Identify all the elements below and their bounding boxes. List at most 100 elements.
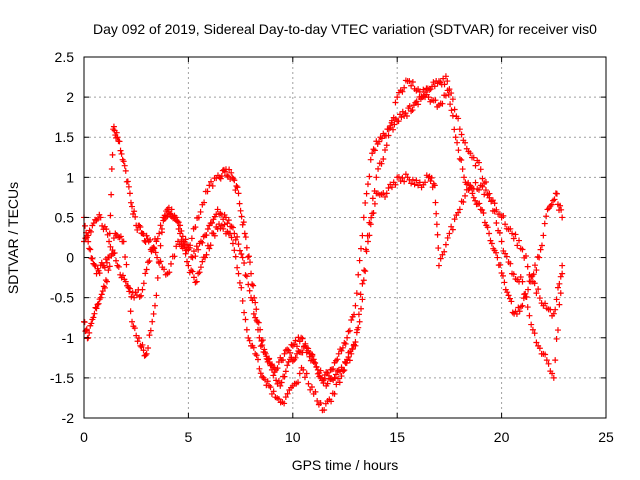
data-point [96,211,103,218]
data-point [110,250,117,257]
data-point [402,110,409,117]
data-point [280,356,287,363]
data-point [509,309,516,316]
data-point [479,175,486,182]
data-point [153,292,160,299]
data-point [369,150,376,157]
x-tick-label: 15 [389,429,405,445]
data-point [122,253,129,260]
data-point [252,350,259,357]
data-point [367,156,374,163]
data-point [536,295,543,302]
data-point [172,214,179,221]
data-point [164,206,171,213]
data-point [533,290,540,297]
data-point [182,250,189,257]
data-point [332,371,339,378]
data-point [306,350,313,357]
data-point [395,174,402,181]
data-point [193,278,200,285]
data-point [209,182,216,189]
data-point [362,268,369,275]
data-point [385,185,392,192]
data-point [459,166,466,173]
data-point [364,181,371,188]
data-point [488,240,495,247]
data-point [138,292,145,299]
data-point [150,244,157,251]
data-point [538,242,545,249]
data-point [257,343,264,350]
data-point [358,245,365,252]
data-point [124,178,131,185]
data-point [358,305,365,312]
data-point [375,165,382,172]
data-point [229,240,236,247]
data-point [94,215,101,222]
data-point [528,273,535,280]
data-point [120,238,127,245]
data-point [149,318,156,325]
data-point [312,388,319,395]
data-point [114,262,121,269]
data-point [368,214,375,221]
data-point [552,306,559,313]
data-point [444,78,451,85]
data-point [413,177,420,184]
data-point [111,249,118,256]
data-point [441,81,448,88]
data-point [462,139,469,146]
data-point [199,258,206,265]
data-point [140,347,147,354]
data-point [442,73,449,80]
axis-ticks: 0 5 10 15 20 25 -2 -1.5 -1 -0.5 0 0.5 1 1.5 2 2.5 [50,49,614,445]
y-tick-label: 1 [66,169,74,185]
data-point [341,367,348,374]
data-point [158,225,165,232]
data-point [529,326,536,333]
data-point [524,263,531,270]
data-point [284,362,291,369]
data-point [371,147,378,154]
data-point [433,221,440,228]
data-point [82,235,89,242]
data-point [324,369,331,376]
data-point [498,238,505,245]
data-point [536,345,543,352]
data-point [147,236,154,243]
data-point [87,228,94,235]
data-point [540,232,547,239]
data-point [216,211,223,218]
data-point [232,236,239,243]
data-point [486,194,493,201]
data-point [339,344,346,351]
data-point [427,177,434,184]
data-point [196,269,203,276]
data-point [403,112,410,119]
data-point [120,158,127,165]
data-point [257,370,264,377]
data-point [173,243,180,250]
data-point [203,251,210,258]
data-point [192,253,199,260]
data-point [512,231,519,238]
data-point [462,192,469,199]
data-point [238,213,245,220]
data-point [292,337,299,344]
data-point [273,377,280,384]
data-point [239,297,246,304]
data-point [542,351,549,358]
data-point [396,111,403,118]
data-point [296,338,303,345]
data-point [154,274,161,281]
data-point [145,259,152,266]
data-point [370,209,377,216]
data-point [224,220,231,227]
data-point [467,150,474,157]
data-point [275,396,282,403]
data-point [330,365,337,372]
data-point [284,346,291,353]
data-point [295,379,302,386]
data-point [426,87,433,94]
data-point [106,263,113,270]
